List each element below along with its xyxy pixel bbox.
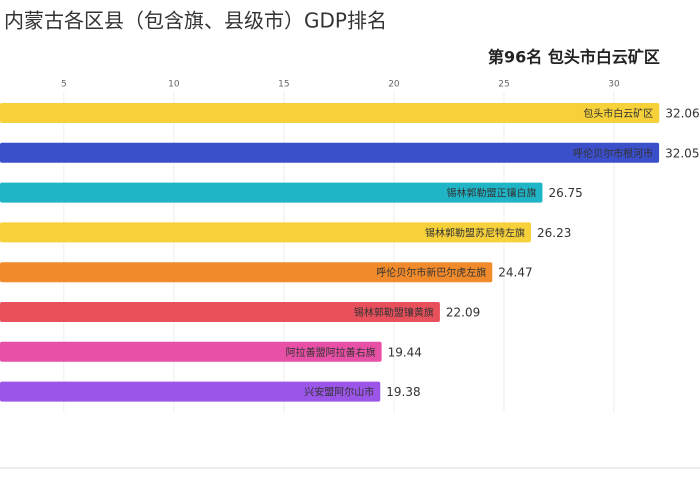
bar	[0, 302, 440, 322]
bar-label: 阿拉善盟阿拉善右旗	[286, 346, 376, 359]
bar	[0, 381, 381, 402]
value-label: 32.06	[665, 107, 699, 121]
value-label: 26.23	[537, 226, 571, 240]
x-tick-label: 5	[61, 80, 67, 90]
x-tick-label: 25	[498, 80, 509, 90]
bar-label: 锡林郭勒盟正镶白旗	[446, 187, 536, 200]
value-label: 19.44	[388, 345, 422, 359]
value-label: 26.75	[548, 186, 582, 200]
x-tick-label: 20	[388, 80, 400, 90]
bar-label: 锡林郭勒盟苏尼特左旗	[425, 226, 525, 239]
bar-label: 锡林郭勒盟镶黄旗	[354, 306, 434, 319]
bar-label: 包头市白云矿区	[583, 107, 653, 120]
value-label: 32.05	[665, 146, 699, 160]
value-label: 19.38	[386, 385, 420, 399]
value-label: 24.47	[498, 266, 532, 280]
x-tick-label: 10	[168, 80, 180, 90]
x-tick-label: 15	[278, 80, 289, 90]
chart-title: 内蒙古各区县（包含旗、县级市）GDP排名	[4, 9, 387, 33]
bar	[0, 262, 493, 283]
bar	[0, 222, 532, 243]
bar-label: 呼伦贝尔市根河市	[573, 147, 653, 160]
bar-label: 兴安盟阿尔山市	[304, 386, 374, 399]
bar	[0, 103, 660, 123]
bar-label: 呼伦贝尔市新巴尔虎左旗	[376, 266, 486, 279]
chart-subtitle: 第96名 包头市白云矿区	[488, 48, 660, 67]
value-label: 22.09	[446, 306, 480, 320]
bar	[0, 182, 543, 203]
x-tick-label: 30	[608, 80, 620, 90]
bar	[0, 142, 660, 163]
bar	[0, 341, 382, 362]
